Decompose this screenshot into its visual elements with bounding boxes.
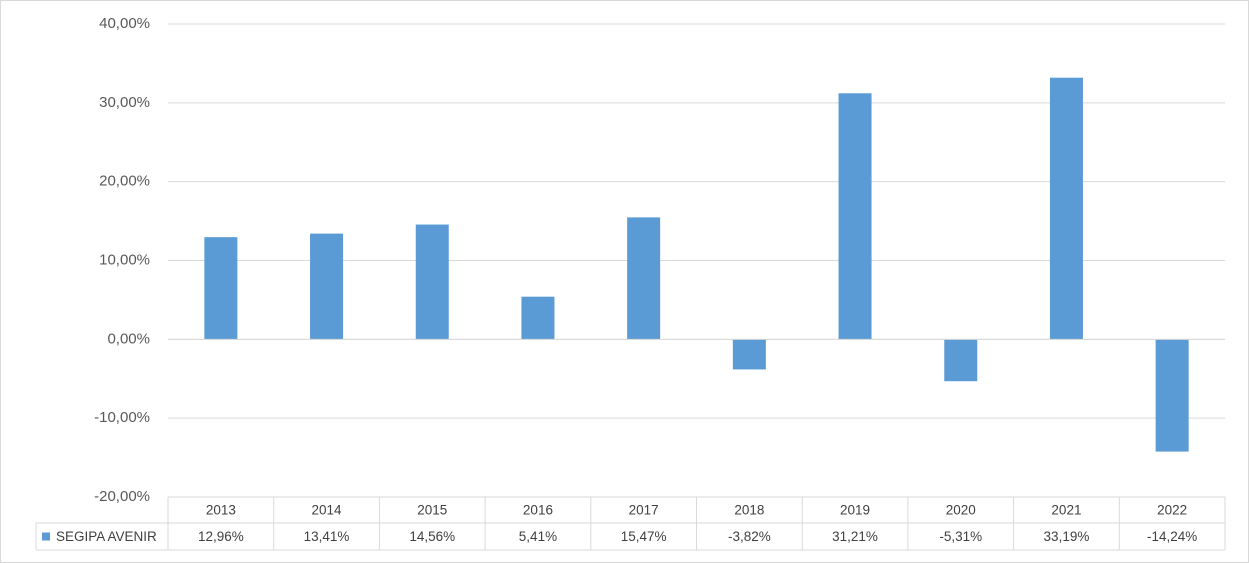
- data-table-value: 13,41%: [304, 529, 350, 544]
- legend-key: [42, 532, 50, 541]
- bar: [627, 217, 661, 340]
- bar: [521, 296, 555, 340]
- data-table-value: 5,41%: [519, 529, 557, 544]
- bar: [415, 224, 449, 340]
- legend-label: SEGIPA AVENIR: [56, 529, 157, 544]
- y-tick-label: 0,00%: [107, 330, 150, 347]
- y-tick-label: 30,00%: [99, 94, 150, 111]
- data-table-value: 31,21%: [832, 529, 878, 544]
- bar: [204, 237, 238, 340]
- bar: [838, 93, 872, 340]
- data-table-value: -14,24%: [1147, 529, 1197, 544]
- y-tick-label: 20,00%: [99, 173, 150, 190]
- bar: [310, 233, 344, 340]
- data-table-value: -5,31%: [939, 529, 982, 544]
- y-tick-label: -20,00%: [94, 488, 150, 505]
- data-table-value: -3,82%: [728, 529, 771, 544]
- bar: [1155, 339, 1189, 452]
- data-table-value: 15,47%: [621, 529, 667, 544]
- bar: [732, 339, 766, 370]
- data-table-value: 14,56%: [409, 529, 455, 544]
- x-tick-label: 2019: [840, 503, 870, 518]
- x-tick-label: 2021: [1051, 503, 1081, 518]
- bar: [944, 339, 978, 382]
- x-tick-label: 2015: [417, 503, 447, 518]
- x-tick-label: 2014: [312, 503, 343, 518]
- y-tick-label: 10,00%: [99, 251, 150, 268]
- x-tick-label: 2017: [629, 503, 659, 518]
- x-tick-label: 2013: [206, 503, 236, 518]
- x-tick-label: 2018: [734, 503, 764, 518]
- data-table-value: 33,19%: [1044, 529, 1090, 544]
- x-tick-label: 2020: [946, 503, 976, 518]
- y-tick-label: 40,00%: [99, 15, 150, 32]
- x-tick-label: 2016: [523, 503, 553, 518]
- x-tick-label: 2022: [1157, 503, 1187, 518]
- y-tick-label: -10,00%: [94, 409, 150, 426]
- data-table-value: 12,96%: [198, 529, 244, 544]
- bar: [1049, 77, 1083, 340]
